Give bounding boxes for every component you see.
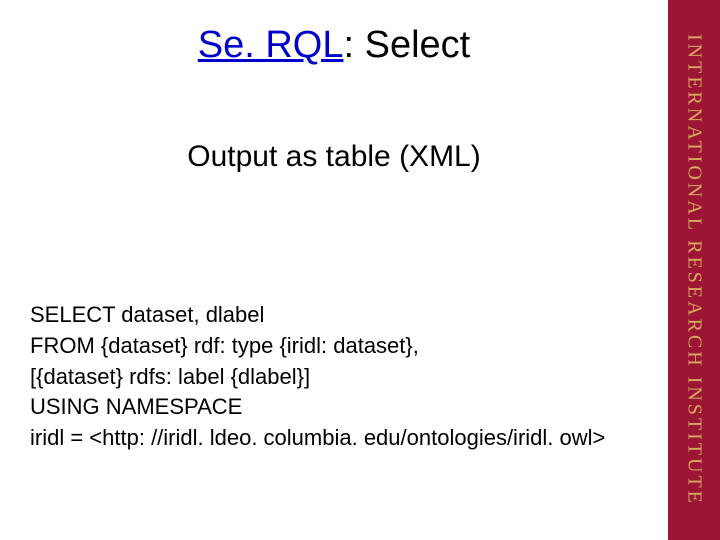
code-line: [{dataset} rdfs: label {dlabel}] bbox=[30, 362, 650, 393]
code-line: USING NAMESPACE bbox=[30, 392, 650, 423]
sidebar-banner: INTERNATIONAL RESEARCH INSTITUTE bbox=[668, 0, 720, 540]
sidebar-text: INTERNATIONAL RESEARCH INSTITUTE bbox=[683, 34, 706, 506]
code-line: SELECT dataset, dlabel bbox=[30, 300, 650, 331]
slide-title: Se. RQL: Select bbox=[0, 24, 668, 67]
title-link[interactable]: Se. RQL bbox=[198, 24, 344, 66]
title-rest: : Select bbox=[344, 24, 471, 66]
code-block: SELECT dataset, dlabel FROM {dataset} rd… bbox=[30, 300, 650, 454]
code-line: iridl = <http: //iridl. ldeo. columbia. … bbox=[30, 423, 650, 454]
slide-content: Se. RQL: Select Output as table (XML) SE… bbox=[0, 0, 668, 540]
code-line: FROM {dataset} rdf: type {iridl: dataset… bbox=[30, 331, 650, 362]
slide-subtitle: Output as table (XML) bbox=[0, 140, 668, 174]
